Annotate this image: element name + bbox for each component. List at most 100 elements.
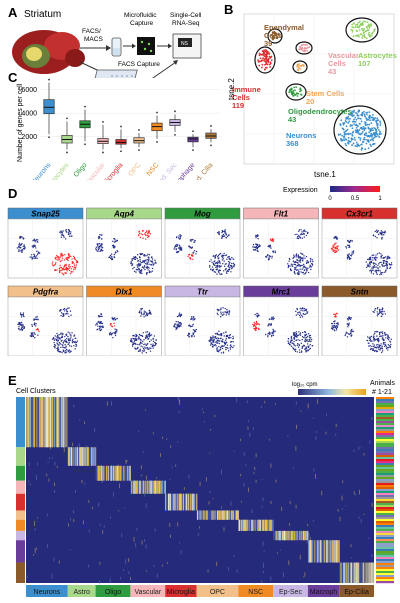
feature-point	[389, 345, 392, 348]
animal-bar-segment	[376, 495, 394, 498]
feature-point	[253, 246, 255, 248]
feature-point	[218, 230, 220, 233]
animal-bar-segment	[376, 419, 394, 422]
feature-point	[146, 259, 148, 261]
animal-bar-segment	[376, 451, 394, 454]
tsne-point	[346, 116, 349, 119]
tsne-point	[373, 118, 376, 120]
feature-point	[231, 266, 234, 268]
tsne-point	[296, 95, 299, 97]
tsne-point	[294, 94, 297, 96]
feature-point	[63, 308, 66, 310]
feature-point	[366, 265, 369, 267]
feature-point	[191, 325, 194, 327]
feature-point	[62, 346, 64, 348]
tsne-point	[364, 122, 367, 125]
feature-point	[33, 254, 36, 256]
feature-point	[300, 342, 303, 345]
feature-point	[193, 317, 195, 319]
feature-point	[209, 266, 211, 268]
feature-point	[291, 342, 293, 344]
feature-point	[383, 265, 385, 267]
feature-point	[258, 244, 261, 246]
feature-point	[381, 313, 384, 316]
feature-point	[366, 339, 368, 342]
feature-point	[71, 332, 73, 334]
feature-point	[373, 334, 375, 336]
feature-point	[380, 351, 383, 354]
feature-point	[149, 347, 151, 349]
tsne-point	[365, 132, 367, 135]
feature-point	[388, 257, 391, 259]
feature-point	[179, 321, 182, 324]
feature-point	[334, 329, 336, 332]
feature-point	[19, 236, 21, 239]
feature-point	[73, 341, 75, 343]
feature-point	[209, 344, 212, 346]
feature-point	[30, 332, 33, 334]
tsne-point	[292, 94, 294, 97]
tsne-point	[345, 144, 348, 147]
feature-point	[210, 339, 212, 341]
expression-legend-title: Expression	[283, 187, 318, 194]
animal-bar-segment	[376, 507, 394, 510]
feature-point	[377, 337, 380, 340]
tsne-point	[290, 87, 293, 90]
feature-point	[33, 257, 35, 260]
tsne-point	[362, 125, 365, 128]
animal-bar-segment	[376, 443, 394, 446]
svg-text:Microglia: Microglia	[167, 589, 195, 596]
tsne-point	[269, 62, 272, 65]
cluster-label-ep-sec: Ep-Sec	[273, 585, 308, 597]
animal-bar-segment	[376, 561, 394, 564]
feature-point	[348, 246, 350, 249]
feature-point	[64, 349, 67, 352]
feature-point	[226, 346, 228, 349]
feature-point	[272, 334, 275, 337]
feature-point	[296, 261, 299, 264]
feature-point	[58, 270, 61, 272]
tsne-point	[300, 44, 303, 47]
tsne-point	[362, 29, 364, 32]
animal-bar-segment	[376, 413, 394, 416]
animal-bar-segment	[376, 461, 394, 464]
heatmap-block-macroph	[307, 540, 341, 563]
feature-point	[70, 336, 72, 338]
feature-point	[383, 259, 386, 262]
feature-point	[298, 349, 301, 351]
feature-point	[379, 261, 381, 264]
feature-point	[113, 245, 116, 248]
feature-point	[147, 269, 149, 271]
feature-point	[388, 263, 390, 265]
feature-point	[310, 268, 312, 271]
feature-point	[224, 307, 226, 310]
feature-point	[219, 349, 221, 351]
feature-point	[56, 336, 58, 338]
feature-point	[146, 254, 148, 257]
feature-point	[64, 335, 66, 338]
tsne-point	[348, 120, 351, 123]
feature-point	[348, 323, 350, 326]
feature-point	[153, 335, 156, 337]
tsne-point	[361, 21, 364, 24]
feature-point	[175, 244, 177, 247]
tsne-point	[368, 123, 371, 126]
tsne-point	[297, 92, 300, 95]
tsne-point	[376, 125, 379, 127]
feature-point	[300, 351, 303, 353]
feature-point	[70, 334, 72, 336]
feature-point	[110, 323, 112, 325]
feature-point	[336, 326, 339, 329]
feature-point	[370, 270, 373, 273]
feature-point	[213, 271, 215, 273]
feature-point	[36, 253, 39, 255]
feature-point	[293, 256, 296, 258]
feature-point	[374, 262, 376, 265]
feature-point	[302, 267, 304, 269]
feature-point	[220, 311, 222, 313]
feature-point	[99, 246, 101, 248]
feature-point	[386, 267, 389, 269]
feature-point	[225, 331, 227, 333]
feature-point	[381, 232, 383, 235]
feature-point	[113, 253, 116, 256]
